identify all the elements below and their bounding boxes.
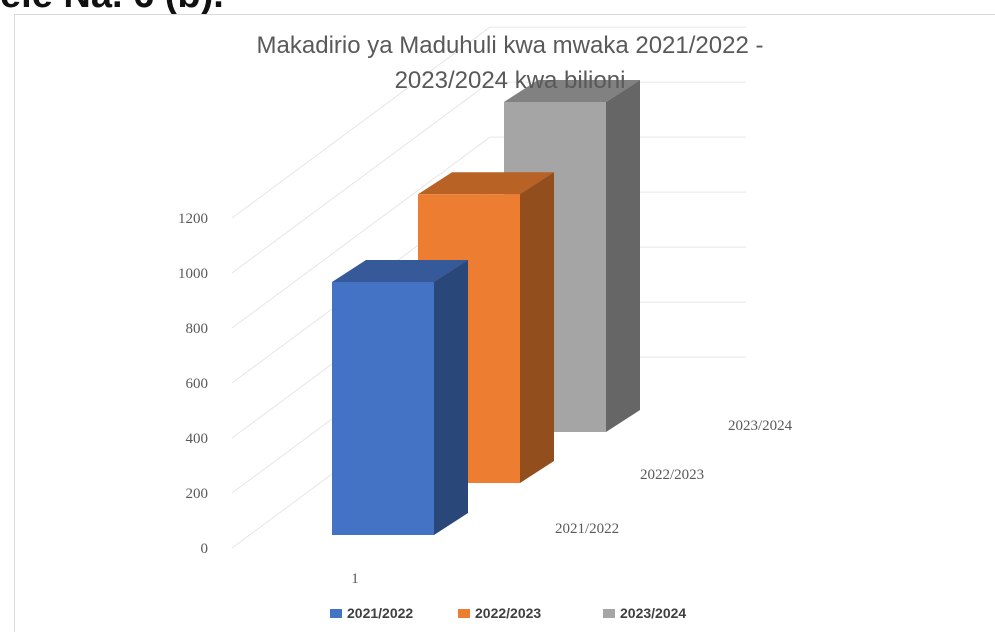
legend: 2021/2022 2022/2023 2023/2024 bbox=[330, 605, 686, 621]
y-tick-label: 1000 bbox=[178, 266, 208, 282]
bar-side-face bbox=[520, 172, 554, 483]
page-heading: ele Na. 6 (b). bbox=[0, 0, 224, 17]
bar-side-face bbox=[606, 80, 640, 432]
chart-title-line-1: Makadirio ya Maduhuli kwa mwaka 2021/202… bbox=[257, 32, 764, 59]
legend-label: 2022/2023 bbox=[475, 605, 541, 621]
y-tick-label: 1200 bbox=[178, 211, 208, 227]
depth-axis-label: 2022/2023 bbox=[640, 467, 704, 483]
y-ticks: 0 200 400 600 800 1000 1200 bbox=[178, 211, 208, 557]
bar-side-face bbox=[434, 260, 468, 535]
y-tick-label: 0 bbox=[201, 541, 209, 557]
y-tick-label: 400 bbox=[186, 431, 209, 447]
depth-axis-label: 2021/2022 bbox=[555, 521, 619, 537]
depth-axis-label: 2023/2024 bbox=[728, 418, 793, 434]
bar-front-face bbox=[332, 282, 434, 535]
x-category-label: 1 bbox=[351, 571, 359, 587]
bar-top-face bbox=[332, 260, 468, 282]
y-tick-label: 800 bbox=[186, 321, 209, 337]
bars bbox=[332, 80, 640, 535]
gridline bbox=[231, 81, 491, 274]
bar-top-face bbox=[418, 172, 554, 195]
legend-label: 2023/2024 bbox=[620, 605, 686, 621]
y-tick-label: 600 bbox=[186, 376, 209, 392]
chart-title-line-2: 2023/2024 kwa bilioni bbox=[395, 67, 626, 94]
legend-swatch bbox=[603, 609, 615, 618]
gridline bbox=[231, 136, 491, 329]
category-labels: 1 2021/2022 2022/2023 2023/2024 bbox=[351, 418, 792, 587]
gridline bbox=[231, 26, 491, 219]
bar-top-face bbox=[504, 80, 640, 102]
legend-swatch bbox=[330, 609, 342, 618]
chart-frame bbox=[14, 14, 995, 632]
y-tick-label: 200 bbox=[186, 486, 209, 502]
legend-label: 2021/2022 bbox=[347, 605, 413, 621]
legend-swatch bbox=[458, 609, 470, 618]
